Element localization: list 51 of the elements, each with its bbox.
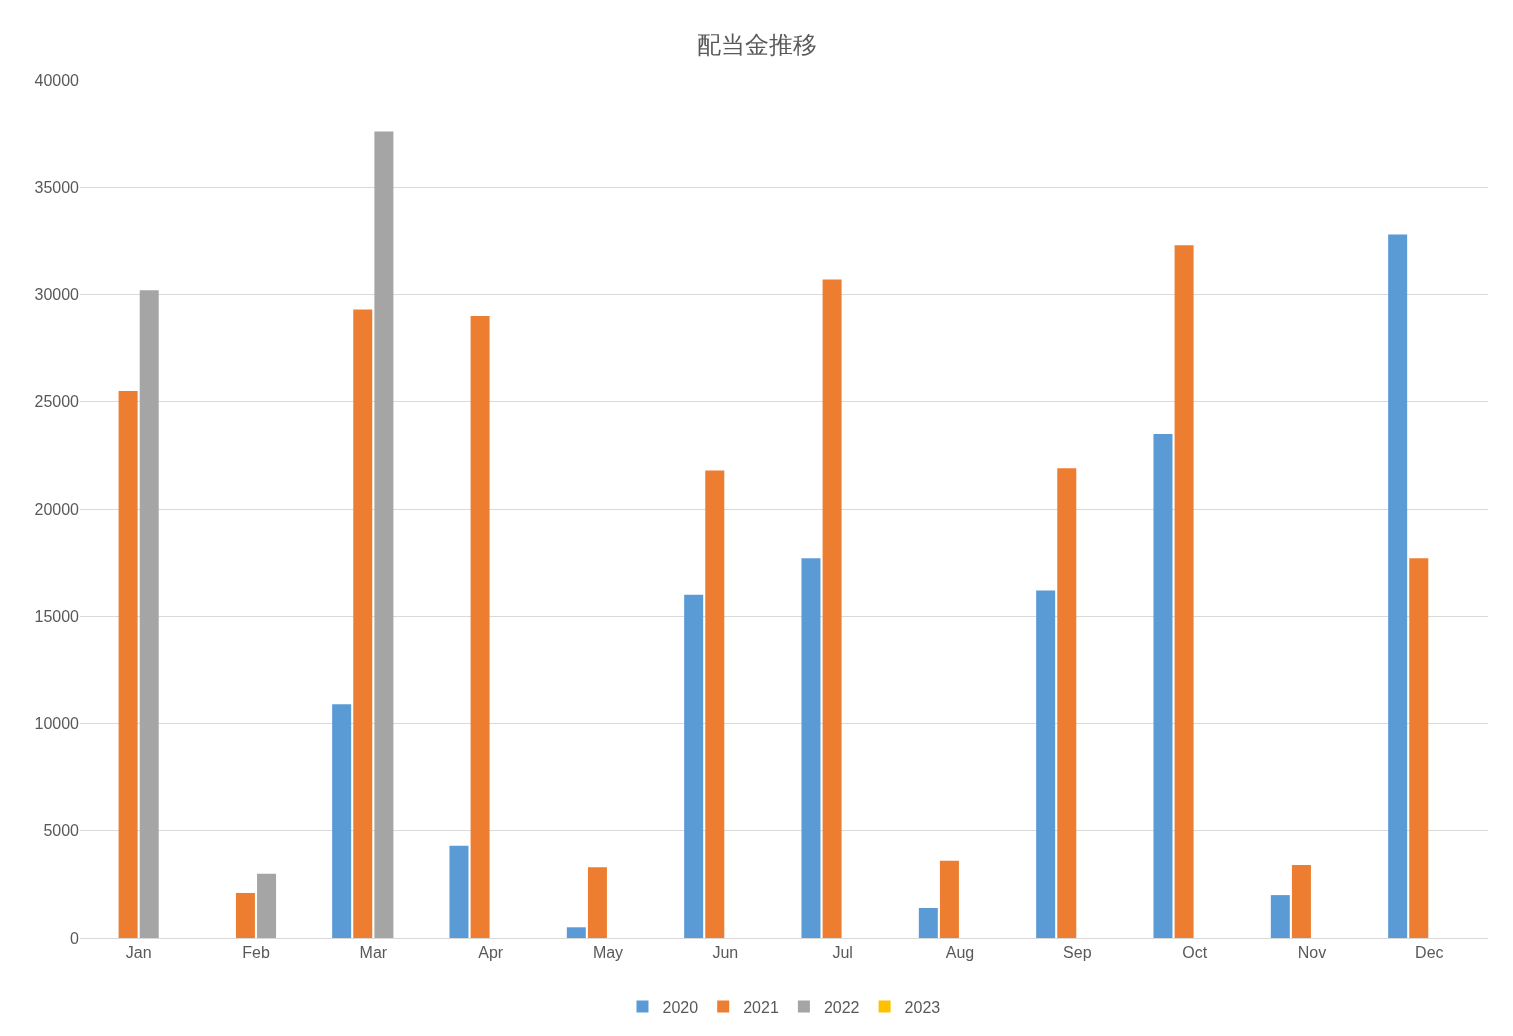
y-tick-label: 35000 (34, 178, 80, 196)
x-tick-label: Jan (125, 944, 152, 962)
chart-title: 配当金推移 (696, 31, 817, 59)
bar (470, 315, 490, 938)
y-tick-label: 20000 (34, 500, 80, 518)
legend-label: 2022 (823, 998, 860, 1016)
x-tick-label: Feb (242, 944, 270, 962)
bar (587, 867, 607, 938)
bar (257, 873, 277, 938)
bar (705, 470, 725, 938)
y-tick-label: 10000 (34, 715, 80, 733)
bar (1388, 234, 1408, 938)
x-tick-label: Mar (359, 944, 388, 962)
x-tick-label: May (592, 944, 624, 962)
bar (374, 131, 394, 938)
y-tick-label: 0 (70, 929, 80, 947)
bar (449, 845, 469, 938)
y-tick-label: 5000 (43, 822, 80, 840)
bar (1057, 468, 1077, 938)
x-tick-label: Sep (1063, 944, 1092, 962)
y-tick-label: 25000 (34, 393, 80, 411)
y-tick-label: 15000 (34, 607, 80, 625)
legend-label: 2021 (743, 998, 779, 1016)
bar (939, 860, 959, 938)
bar (235, 892, 255, 938)
bar (1153, 433, 1173, 938)
bar (139, 290, 159, 938)
bar (1409, 558, 1429, 938)
bar (1036, 590, 1056, 938)
x-tick-label: Aug (945, 944, 975, 962)
y-tick-label: 30000 (34, 286, 80, 304)
x-tick-label: Oct (1182, 944, 1208, 962)
x-tick-label: Dec (1415, 944, 1444, 962)
bar (118, 391, 138, 938)
bar (1174, 245, 1194, 938)
bar (684, 594, 704, 938)
x-tick-label: Jun (712, 944, 739, 962)
x-tick-label: Nov (1297, 944, 1327, 962)
bar (1291, 865, 1311, 938)
x-tick-label: Jul (832, 944, 853, 962)
bar (918, 907, 938, 938)
legend-label: 2023 (904, 998, 941, 1016)
bar (332, 704, 352, 938)
bar (353, 309, 373, 938)
legend-label: 2020 (662, 998, 699, 1016)
bar (822, 279, 842, 938)
bar (1270, 895, 1290, 938)
x-tick-label: Apr (478, 944, 504, 962)
y-tick-label: 40000 (34, 71, 80, 89)
bar (801, 558, 821, 938)
bar (566, 927, 586, 938)
